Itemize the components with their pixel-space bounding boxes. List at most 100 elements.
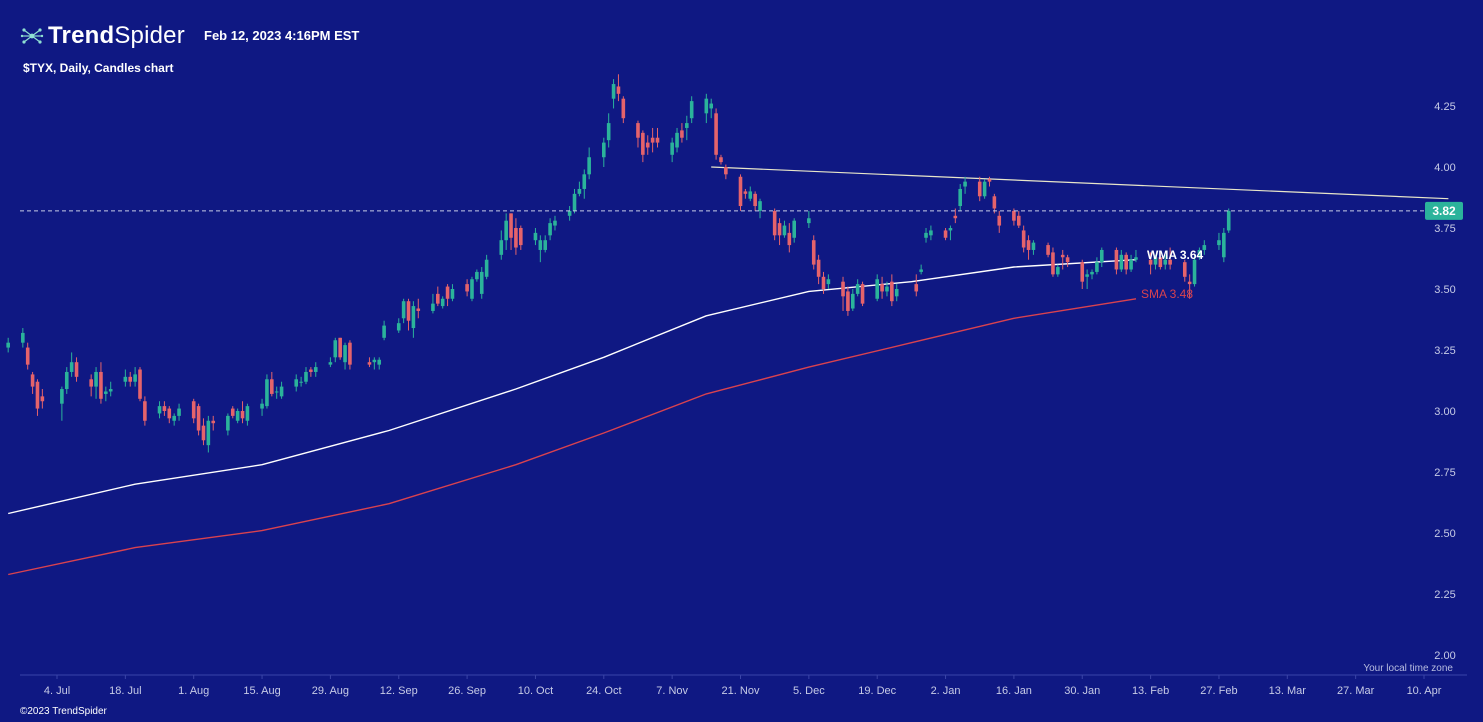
candle-body <box>40 396 45 402</box>
brand-name: TrendSpider <box>48 22 185 50</box>
candle-body <box>860 284 865 304</box>
x-tick-label: 10. Oct <box>518 685 553 697</box>
timestamp: Feb 12, 2023 4:16PM EST <box>204 28 360 43</box>
candle-body <box>919 269 923 272</box>
candle-body <box>567 210 572 216</box>
candle-body <box>348 342 352 365</box>
candle-body <box>1163 259 1168 265</box>
candle-body <box>811 240 816 265</box>
candle-body <box>367 362 372 365</box>
chart-symbol-title: $TYX, Daily, Candles chart <box>23 61 174 75</box>
candle-body <box>1182 262 1187 277</box>
candle-body <box>235 411 240 421</box>
candle-body <box>1134 257 1138 260</box>
candle-body <box>1158 257 1163 268</box>
candle-body <box>401 301 406 319</box>
candle-body <box>30 374 35 387</box>
candle-body <box>177 408 181 416</box>
candle-body <box>411 306 416 329</box>
x-tick-label: 13. Mar <box>1269 685 1307 697</box>
candle-body <box>1129 259 1133 270</box>
brand-name-bold: Trend <box>48 22 115 49</box>
candle-body <box>499 240 504 255</box>
candle-body <box>982 181 987 197</box>
candle-body <box>382 325 386 338</box>
brand-name-light: Spider <box>114 22 185 49</box>
candle-body <box>260 403 264 409</box>
candle-body <box>606 123 611 141</box>
x-tick-label: 26. Sep <box>448 685 486 697</box>
candle-body <box>1153 257 1158 265</box>
candle-body <box>226 415 230 431</box>
candle-body <box>240 411 245 419</box>
candle-body <box>963 181 967 187</box>
x-tick-label: 10. Apr <box>1407 685 1442 697</box>
candle-body <box>138 369 142 399</box>
candle-body <box>440 298 445 307</box>
candle-body <box>328 362 333 365</box>
candle-body <box>274 391 279 393</box>
candle-body <box>943 230 948 238</box>
x-tick-label: 4. Jul <box>44 685 70 697</box>
x-tick-label: 7. Nov <box>656 685 688 697</box>
candle-body <box>201 425 206 441</box>
y-tick-label: 3.25 <box>1434 345 1455 357</box>
candle-body <box>509 213 513 238</box>
candle-body <box>977 181 982 197</box>
candle-body <box>772 210 777 236</box>
candle-body <box>99 371 103 399</box>
candle-body <box>758 201 762 211</box>
candle-body <box>890 281 894 302</box>
candle-body <box>777 223 782 236</box>
candle-body <box>191 401 196 419</box>
candle-body <box>64 371 69 390</box>
candle-body <box>719 157 723 163</box>
candle-body <box>60 389 64 404</box>
candle-body <box>123 376 128 382</box>
candle-body <box>543 240 548 250</box>
x-tick-label: 13. Feb <box>1132 685 1169 697</box>
candle-body <box>465 284 469 292</box>
candle-body <box>538 240 543 250</box>
candle-body <box>816 259 821 277</box>
candle-body <box>645 142 650 148</box>
wma-label: WMA 3.64 <box>1147 248 1204 262</box>
candle-body <box>1031 242 1036 250</box>
candle-body <box>1114 249 1119 270</box>
candle-body <box>914 284 919 292</box>
candle-body <box>504 220 508 241</box>
candle-body <box>1148 259 1153 265</box>
candle-body <box>245 406 250 421</box>
candle-body <box>689 101 694 119</box>
x-tick-label: 30. Jan <box>1064 685 1100 697</box>
candle-body <box>743 191 748 194</box>
candle-body <box>533 232 538 241</box>
candle-body <box>553 220 557 226</box>
candle-body <box>587 157 591 175</box>
candle-body <box>880 284 884 292</box>
candle-body <box>680 130 684 138</box>
candle-body <box>738 176 743 207</box>
candle-body <box>636 123 640 138</box>
candle-body <box>611 84 616 99</box>
candle-body <box>1202 245 1207 250</box>
candle-body <box>924 232 928 238</box>
candle-body <box>787 232 792 246</box>
candle-body <box>372 359 377 363</box>
x-tick-label: 15. Aug <box>243 685 280 697</box>
candle-body <box>89 379 93 387</box>
candle-body <box>670 142 674 155</box>
candle-body <box>1090 271 1094 275</box>
x-tick-label: 19. Dec <box>858 685 896 697</box>
candle-body <box>724 167 728 175</box>
candle-body <box>1060 254 1065 258</box>
candle-body <box>1046 245 1050 255</box>
candle-body <box>343 345 347 363</box>
candle-body <box>894 289 899 297</box>
y-tick-label: 4.00 <box>1434 162 1455 174</box>
candle-body <box>1051 252 1055 275</box>
candle-body <box>211 420 216 424</box>
candle-body <box>416 308 421 311</box>
candle-body <box>807 218 811 224</box>
